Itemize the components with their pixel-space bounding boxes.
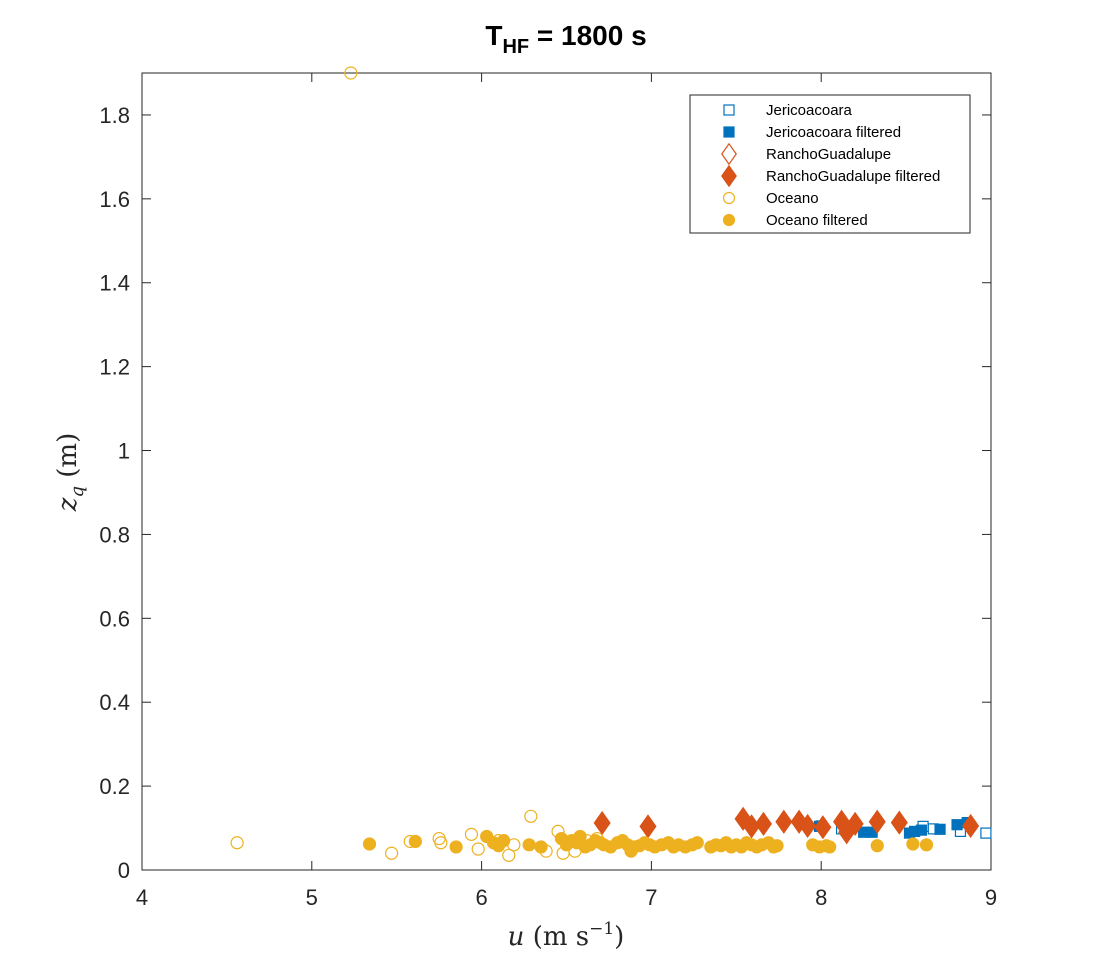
legend-marker-ranchoguadalupe-filtered bbox=[721, 164, 737, 188]
data-point-oceano bbox=[434, 836, 448, 850]
data-point-oceano-filtered bbox=[690, 836, 704, 850]
x-tick-label: 9 bbox=[985, 885, 997, 910]
data-point-oceano-filtered bbox=[522, 838, 536, 852]
data-point-ranchoguadalupe-filtered bbox=[593, 810, 611, 836]
data-point-jericoacoara-filtered bbox=[934, 823, 946, 835]
data-point-ranchoguadalupe-filtered bbox=[890, 810, 908, 835]
y-tick-labels: 0 0.2 0.4 0.6 0.8 1 1.2 1.4 1.6 1.8 bbox=[99, 103, 130, 883]
data-point-ranchoguadalupe-filtered bbox=[775, 809, 793, 834]
legend-box bbox=[689, 94, 971, 234]
legend-label-oceano-filtered: Oceano filtered bbox=[766, 212, 868, 229]
x-tick-labels: 4 5 6 7 8 9 bbox=[136, 885, 997, 910]
data-point-oceano bbox=[385, 846, 399, 860]
data-point-jericoacoara-filtered bbox=[951, 819, 963, 831]
x-tick-label: 4 bbox=[136, 885, 148, 910]
data-point-ranchoguadalupe-filtered bbox=[814, 815, 832, 840]
y-tick-label: 0.8 bbox=[99, 522, 130, 547]
data-point-oceano-filtered bbox=[906, 837, 920, 851]
y-axis-label: zq (m) bbox=[53, 433, 88, 512]
legend-label-oceano: Oceano bbox=[766, 190, 819, 207]
y-tick-label: 0.4 bbox=[99, 690, 130, 715]
legend-label-jericoacoara: Jericoacoara bbox=[766, 102, 853, 119]
x-tick-label: 5 bbox=[306, 885, 318, 910]
x-tick-label: 6 bbox=[475, 885, 487, 910]
chart-title: THF = 1800 s bbox=[485, 20, 646, 58]
data-point-oceano-filtered bbox=[408, 834, 422, 849]
legend-label-ranchoguadalupe: RanchoGuadalupe bbox=[766, 146, 891, 163]
y-tick-label: 1.8 bbox=[99, 103, 130, 128]
data-point-oceano-filtered bbox=[497, 834, 511, 848]
data-point-ranchoguadalupe-filtered bbox=[846, 811, 864, 836]
data-markers bbox=[230, 66, 992, 862]
data-point-oceano bbox=[524, 809, 538, 823]
data-point-oceano bbox=[464, 827, 479, 841]
data-point-oceano-filtered bbox=[919, 838, 934, 852]
data-point-ranchoguadalupe-filtered bbox=[868, 809, 886, 834]
data-point-oceano bbox=[230, 836, 244, 850]
y-tick-label: 1.2 bbox=[99, 355, 130, 380]
x-tick-label: 8 bbox=[815, 885, 827, 910]
data-point-oceano bbox=[502, 848, 516, 862]
data-point-oceano-filtered bbox=[449, 840, 463, 854]
axis-ticks bbox=[141, 73, 992, 871]
legend-marker-ranchoguadalupe bbox=[721, 142, 737, 166]
data-point-ranchoguadalupe-filtered bbox=[734, 806, 752, 831]
x-axis-label: u (m s−1) bbox=[508, 919, 625, 952]
x-tick-label: 7 bbox=[645, 885, 657, 910]
data-point-ranchoguadalupe-filtered bbox=[799, 813, 817, 839]
legend: Jericoacoara Jericoacoara filtered Ranch… bbox=[689, 94, 971, 234]
legend-marker-oceano bbox=[722, 191, 736, 205]
y-tick-label: 1 bbox=[118, 439, 130, 464]
data-point-jericoacoara-filtered bbox=[915, 824, 927, 836]
data-point-ranchoguadalupe-filtered bbox=[962, 813, 980, 839]
data-point-oceano-filtered bbox=[534, 840, 548, 854]
data-point-oceano bbox=[344, 66, 358, 80]
data-point-oceano-filtered bbox=[870, 839, 884, 853]
data-point-oceano-filtered bbox=[823, 840, 837, 854]
data-point-oceano-filtered bbox=[573, 829, 587, 844]
y-tick-label: 1.6 bbox=[99, 187, 130, 212]
legend-label-ranchoguadalupe-filtered: RanchoGuadalupe filtered bbox=[766, 168, 940, 185]
y-tick-label: 0 bbox=[118, 858, 130, 883]
legend-marker-oceano-filtered bbox=[722, 213, 736, 227]
y-tick-label: 0.6 bbox=[99, 606, 130, 631]
y-tick-label: 1.4 bbox=[99, 271, 130, 296]
legend-marker-jericoacoara-filtered bbox=[723, 126, 735, 138]
data-point-oceano-filtered bbox=[362, 837, 377, 851]
y-tick-label: 0.2 bbox=[99, 774, 130, 799]
data-point-oceano bbox=[471, 842, 485, 856]
legend-markers bbox=[721, 104, 737, 227]
legend-marker-jericoacoara bbox=[723, 104, 735, 116]
data-point-ranchoguadalupe-filtered bbox=[754, 811, 773, 836]
data-point-jericoacoara bbox=[980, 827, 992, 839]
legend-label-jericoacoara-filtered: Jericoacoara filtered bbox=[766, 124, 901, 141]
data-point-oceano-filtered bbox=[770, 839, 784, 853]
